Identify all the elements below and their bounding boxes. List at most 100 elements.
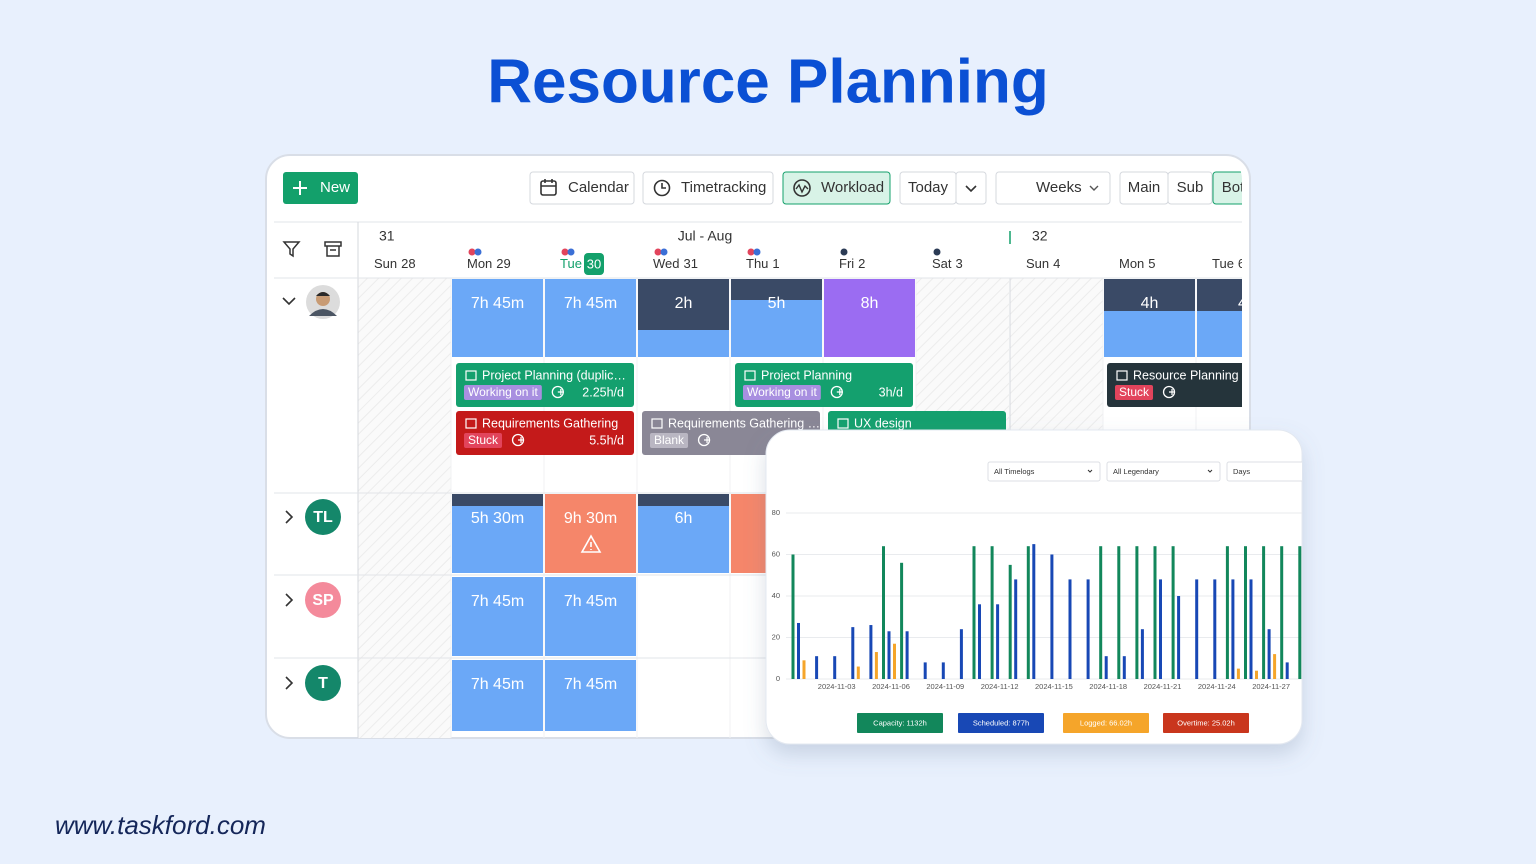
- day-label: Sat 3: [932, 256, 963, 271]
- day-date: 2: [858, 256, 865, 271]
- task-title: UX design: [854, 416, 912, 430]
- task-title: Requirements Gathering: [482, 416, 618, 430]
- workload-cell-booked: [1197, 279, 1242, 311]
- new-button[interactable]: [283, 172, 358, 204]
- workload-hours: 7h 45m: [471, 676, 524, 693]
- day-indicator: [660, 248, 668, 256]
- bar: [833, 656, 837, 679]
- legend-label: Scheduled: 877h: [973, 718, 1029, 727]
- bar: [1050, 554, 1054, 679]
- workload-cell[interactable]: [452, 577, 543, 656]
- day-date: 3: [956, 256, 963, 271]
- icon: [1089, 185, 1099, 191]
- day-name: Fri: [839, 256, 854, 271]
- bar: [1244, 546, 1247, 679]
- workload-hours: 7h 45m: [471, 295, 524, 312]
- legend-item[interactable]: [1063, 713, 1149, 733]
- workload-cell[interactable]: [638, 494, 729, 573]
- icon: [837, 418, 849, 429]
- bar: [1213, 579, 1217, 679]
- day-date: 4: [1053, 256, 1060, 271]
- toolbar-button[interactable]: [642, 171, 774, 205]
- bar: [1285, 662, 1289, 679]
- filter-dropdown[interactable]: [1226, 461, 1307, 482]
- today-dropdown[interactable]: [955, 171, 987, 205]
- icon: [541, 179, 556, 187]
- legend-label: Capacity: 1132h: [873, 718, 927, 727]
- bar: [990, 546, 994, 679]
- workload-hours: 7h 45m: [471, 593, 524, 610]
- avatar-initials: SP: [312, 592, 334, 609]
- filter-dropdown[interactable]: [1106, 461, 1221, 482]
- day-label: Sun 4: [1026, 256, 1060, 271]
- bar: [1153, 546, 1157, 679]
- toolbar-button-label: Today: [908, 179, 949, 196]
- x-tick-label: 2024-11-21: [1144, 682, 1182, 691]
- icon: [465, 418, 477, 429]
- icon: [661, 183, 666, 189]
- toolbar-button[interactable]: [782, 171, 891, 205]
- day-indicator: [933, 248, 941, 256]
- toolbar-button[interactable]: [995, 171, 1111, 205]
- workload-cell[interactable]: [545, 494, 636, 573]
- day-label: Wed 31: [653, 256, 698, 271]
- bar: [1195, 579, 1199, 679]
- toolbar-button[interactable]: [1212, 171, 1253, 205]
- task-status-label: Working on it: [468, 385, 538, 399]
- toolbar-button[interactable]: [1167, 171, 1213, 205]
- avatar-initials: T: [318, 675, 328, 692]
- day-indicator: [468, 248, 476, 256]
- weekend-column: [358, 278, 451, 738]
- bar: [1068, 579, 1072, 679]
- legend-item[interactable]: [857, 713, 943, 733]
- icon: [465, 370, 477, 381]
- archive-icon[interactable]: [324, 241, 342, 257]
- bar: [874, 652, 878, 679]
- x-tick-label: 2024-11-12: [981, 682, 1019, 691]
- icon: [651, 418, 663, 429]
- x-tick-label: 2024-11-27: [1252, 682, 1290, 691]
- bar: [1117, 546, 1121, 679]
- workload-cell[interactable]: [545, 577, 636, 656]
- day-indicator: [654, 248, 662, 256]
- legend-item[interactable]: [958, 713, 1044, 733]
- toolbar-button[interactable]: [529, 171, 635, 205]
- footer-url[interactable]: www.taskford.com: [55, 810, 266, 840]
- bar: [1249, 579, 1253, 679]
- day-indicator: [567, 248, 575, 256]
- toolbar-button-label: Weeks: [1036, 179, 1082, 196]
- legend-item[interactable]: [1163, 713, 1249, 733]
- task-status-label: Stuck: [1119, 385, 1150, 399]
- icon: [793, 179, 811, 197]
- icon: [965, 185, 977, 193]
- workload-hours: 5h: [768, 295, 786, 312]
- workload-cell[interactable]: [452, 494, 543, 573]
- task-title: Resource Planning: [1133, 368, 1239, 382]
- icon: [282, 297, 296, 306]
- task-status-label: Working on it: [747, 385, 817, 399]
- icon: [316, 292, 330, 296]
- filter-dropdown[interactable]: [987, 461, 1101, 482]
- bar: [1225, 546, 1229, 679]
- bar: [893, 643, 896, 679]
- workload-cell[interactable]: [824, 279, 915, 357]
- bar: [1104, 656, 1108, 679]
- day-name: Tue: [560, 256, 582, 271]
- bar: [1231, 579, 1235, 679]
- workload-cell[interactable]: [452, 279, 543, 357]
- workload-hours: 2h: [675, 295, 693, 312]
- day-name: Sat: [932, 256, 952, 271]
- filter-icon[interactable]: [282, 241, 301, 258]
- day-label: Fri 2: [839, 256, 865, 271]
- bar: [802, 660, 806, 679]
- task-title: Project Planning (duplic…: [482, 368, 626, 382]
- workload-cell[interactable]: [545, 660, 636, 731]
- x-tick-label: 2024-11-24: [1198, 682, 1236, 691]
- toolbar-button-label: Calendar: [568, 179, 629, 196]
- bar: [856, 666, 860, 679]
- toolbar-button-label: Bot: [1222, 179, 1245, 196]
- workload-cell[interactable]: [545, 279, 636, 357]
- icon: [704, 437, 711, 443]
- workload-cell[interactable]: [452, 660, 543, 731]
